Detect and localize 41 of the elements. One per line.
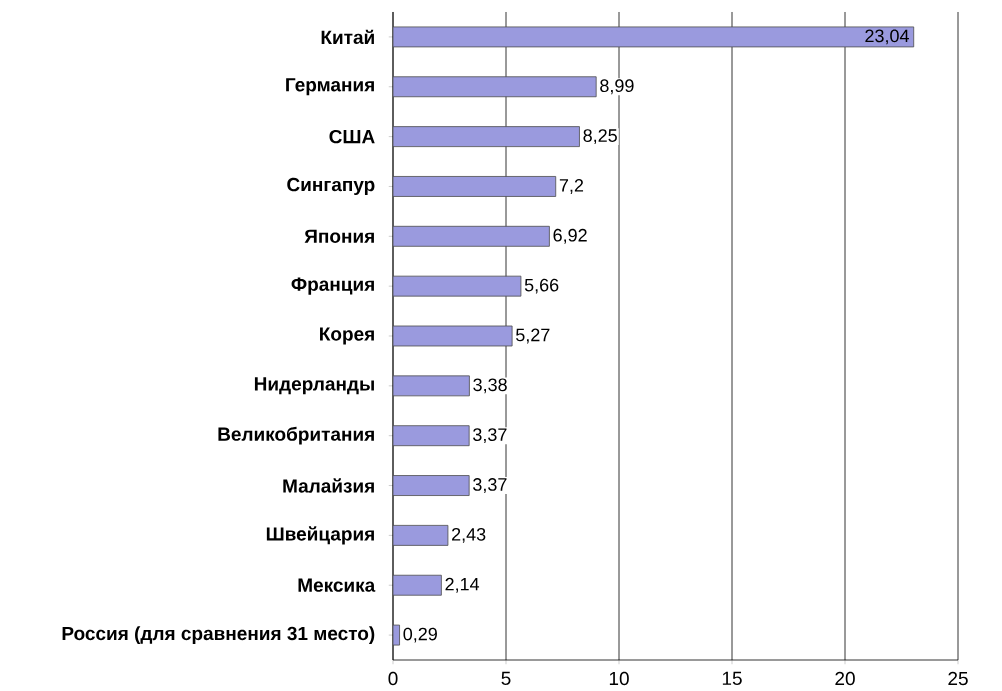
data-label: 7,2 <box>559 179 584 194</box>
bar <box>393 176 557 197</box>
x-tick-label: 5 <box>501 671 511 686</box>
data-label: 6,92 <box>553 228 587 244</box>
x-tick-label: 0 <box>388 671 398 686</box>
y-tick-label: Корея <box>320 327 374 345</box>
y-tick-label: Германия <box>286 78 374 96</box>
x-tick-label: 25 <box>948 671 968 686</box>
y-tick-label: Швейцария <box>266 526 374 545</box>
data-label: 8,25 <box>583 129 617 145</box>
y-tick-label: Россия (для сравнения 31 место) <box>62 626 375 644</box>
bar <box>393 475 470 496</box>
data-label: 23,04 <box>865 29 909 45</box>
data-label: 3,38 <box>473 378 507 394</box>
bar <box>393 524 449 546</box>
y-tick-label: Великобритания <box>218 426 374 445</box>
y-tick-label: Япония <box>304 229 374 243</box>
y-tick-label: Нидерланды <box>254 377 374 395</box>
data-label: 0,29 <box>403 627 437 643</box>
data-label: 3,37 <box>473 428 507 444</box>
data-label: 2,14 <box>445 577 480 593</box>
y-tick-label: Мексика <box>298 578 376 592</box>
bar <box>393 574 442 596</box>
data-label: 8,99 <box>600 79 634 95</box>
bar <box>393 76 597 98</box>
bar <box>393 126 580 148</box>
y-tick-label: Китай <box>321 29 374 45</box>
y-tick-label: Малайзия <box>283 478 374 493</box>
data-label: 5,27 <box>516 328 550 344</box>
bar <box>393 375 470 397</box>
x-tick-label: 10 <box>609 671 629 686</box>
data-label: 3,37 <box>473 478 507 493</box>
data-label: 5,66 <box>524 278 559 294</box>
y-tick-label: Сингапур <box>287 177 375 196</box>
data-label: 2,43 <box>452 527 486 543</box>
x-tick-label: 15 <box>722 671 742 686</box>
bar <box>393 425 470 447</box>
x-tick-label: 20 <box>835 671 855 686</box>
bar <box>393 225 550 247</box>
y-tick-label: Франция <box>291 277 374 295</box>
y-tick-label: США <box>329 129 375 144</box>
